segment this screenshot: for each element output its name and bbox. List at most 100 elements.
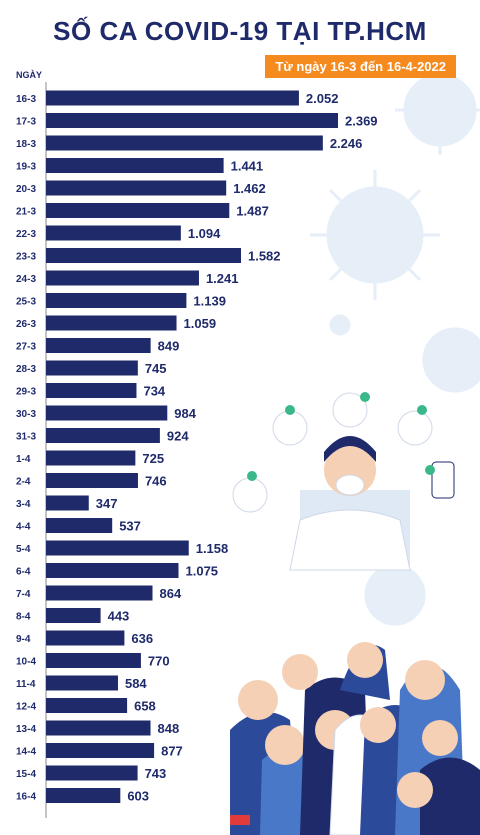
category-label: 20-3 <box>16 184 36 195</box>
data-label: 658 <box>134 699 156 714</box>
data-label: 1.462 <box>233 181 266 196</box>
nurse-icon <box>332 392 368 428</box>
data-label: 636 <box>131 631 153 646</box>
bar <box>46 540 189 556</box>
category-label: 27-3 <box>16 342 36 353</box>
bar <box>46 743 155 758</box>
data-label: 2.369 <box>345 114 378 129</box>
bar <box>46 113 338 128</box>
page-title: SỐ CA COVID-19 TẠI TP.HCM <box>53 16 427 46</box>
category-label: 12-4 <box>16 702 36 713</box>
category-label: 30-3 <box>16 409 36 420</box>
bar <box>46 608 101 623</box>
category-label: 31-3 <box>16 432 36 443</box>
category-label: 23-3 <box>16 252 36 263</box>
handwash-icon <box>397 410 433 446</box>
data-label: 584 <box>125 676 147 691</box>
bar <box>46 473 138 488</box>
bar <box>46 765 138 781</box>
bar <box>46 203 230 218</box>
category-label: 8-4 <box>16 612 31 623</box>
data-label: 443 <box>108 609 130 624</box>
data-label: 745 <box>145 361 167 376</box>
virus-icon <box>329 314 351 336</box>
data-label: 1.158 <box>196 541 229 556</box>
category-label: 28-3 <box>16 364 36 375</box>
category-label: 24-3 <box>16 274 36 285</box>
bar <box>46 135 323 151</box>
data-label: 848 <box>158 721 180 736</box>
data-label: 1.094 <box>188 226 221 241</box>
category-label: 15-4 <box>16 769 36 780</box>
category-label: 6-4 <box>16 567 31 578</box>
category-label: 14-4 <box>16 747 36 758</box>
date-range-badge: Từ ngày 16-3 đến 16-4-2022 <box>265 55 456 78</box>
bar <box>46 248 241 263</box>
bar <box>46 180 227 196</box>
y-axis-title: NGÀY <box>16 70 43 80</box>
bar <box>46 225 181 241</box>
data-label: 2.246 <box>330 136 363 151</box>
bar <box>46 90 299 106</box>
data-label: 347 <box>96 496 118 511</box>
phone-icon <box>431 461 455 499</box>
bar <box>46 270 199 286</box>
category-label: 11-4 <box>16 679 36 690</box>
category-label: 17-3 <box>16 117 36 128</box>
data-label: 2.052 <box>306 91 339 106</box>
data-label: 984 <box>174 406 196 421</box>
bar <box>46 630 125 646</box>
bar <box>46 563 179 578</box>
category-label: 3-4 <box>16 499 31 510</box>
bar <box>46 585 153 601</box>
data-label: 1.059 <box>184 316 217 331</box>
data-label: 1.075 <box>186 564 219 579</box>
data-label: 537 <box>119 519 141 534</box>
data-label: 734 <box>143 384 165 399</box>
bar <box>46 360 138 376</box>
data-label: 746 <box>145 474 167 489</box>
category-label: 26-3 <box>16 319 36 330</box>
data-label: 725 <box>142 451 164 466</box>
bar <box>46 338 151 353</box>
bar <box>46 653 141 668</box>
bar <box>46 788 121 803</box>
data-label: 770 <box>148 654 170 669</box>
bar <box>46 405 168 421</box>
category-label: 9-4 <box>16 634 31 645</box>
bar <box>46 698 128 713</box>
data-label: 603 <box>127 789 149 804</box>
category-label: 22-3 <box>16 229 36 240</box>
category-label: 7-4 <box>16 589 31 600</box>
category-label: 13-4 <box>16 724 36 735</box>
data-label: 864 <box>159 586 181 601</box>
bar <box>46 675 118 691</box>
data-label: 924 <box>167 429 189 444</box>
data-label: 849 <box>158 339 180 354</box>
data-label: 1.139 <box>193 294 226 309</box>
virus-icon <box>422 327 480 393</box>
category-label: 1-4 <box>16 454 31 465</box>
doctor-illustration <box>289 436 411 571</box>
category-label: 29-3 <box>16 387 36 398</box>
bar <box>46 450 136 466</box>
data-label: 877 <box>161 744 183 759</box>
bar <box>46 383 137 398</box>
masked-crowd-illustration <box>230 642 480 835</box>
data-label: 743 <box>145 766 167 781</box>
bar <box>46 518 113 533</box>
category-label: 18-3 <box>16 139 36 150</box>
bar <box>46 720 151 736</box>
data-label: 1.241 <box>206 271 239 286</box>
category-label: 16-3 <box>16 94 36 105</box>
category-label: 21-3 <box>16 207 36 218</box>
category-label: 10-4 <box>16 657 36 668</box>
bar <box>46 495 89 511</box>
category-label: 2-4 <box>16 477 31 488</box>
category-label: 25-3 <box>16 297 36 308</box>
bar <box>46 293 187 308</box>
bar <box>46 158 224 173</box>
data-label: 1.582 <box>248 249 281 264</box>
